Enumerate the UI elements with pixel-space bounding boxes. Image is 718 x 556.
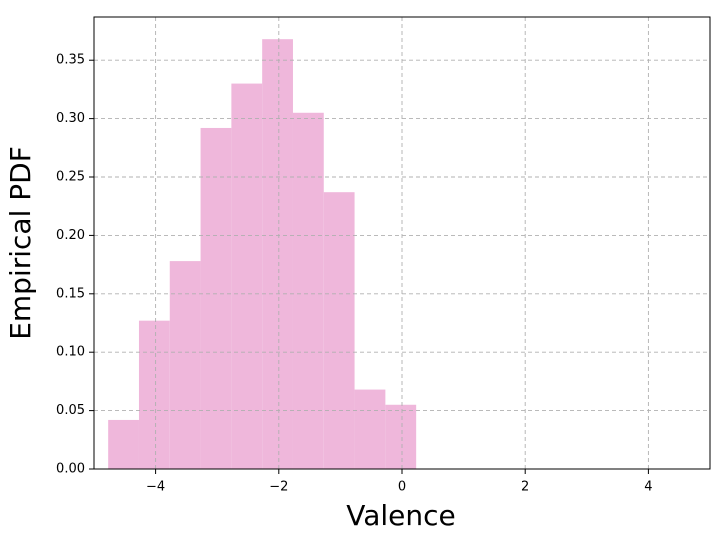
bar	[323, 192, 355, 470]
bar	[108, 419, 139, 469]
bar	[138, 320, 170, 469]
y-tick-label: 0.25	[56, 170, 85, 185]
y-tick-label: 0.15	[56, 286, 85, 301]
y-tick-label: 0.35	[56, 53, 85, 68]
y-tick-label: 0.30	[56, 111, 85, 126]
x-tick-label: 2	[521, 480, 529, 495]
bar	[200, 127, 232, 470]
y-axis-label: Empirical PDF	[4, 146, 37, 340]
y-tick-label: 0.00	[56, 462, 85, 477]
y-tick-label: 0.05	[56, 403, 85, 418]
bar	[292, 112, 324, 469]
bar	[354, 389, 386, 469]
x-axis-label: Valence	[346, 499, 456, 532]
bar	[231, 83, 263, 470]
x-tick-label: 4	[644, 480, 652, 495]
y-tick-label: 0.20	[56, 228, 85, 243]
y-tick-label: 0.10	[56, 345, 85, 360]
bar	[169, 261, 201, 469]
axes-frame	[93, 16, 711, 470]
bar	[385, 404, 417, 469]
x-tick-label: −2	[269, 480, 288, 495]
bar	[262, 39, 293, 469]
x-tick-label: −4	[146, 480, 165, 495]
x-tick-label: 0	[398, 480, 406, 495]
